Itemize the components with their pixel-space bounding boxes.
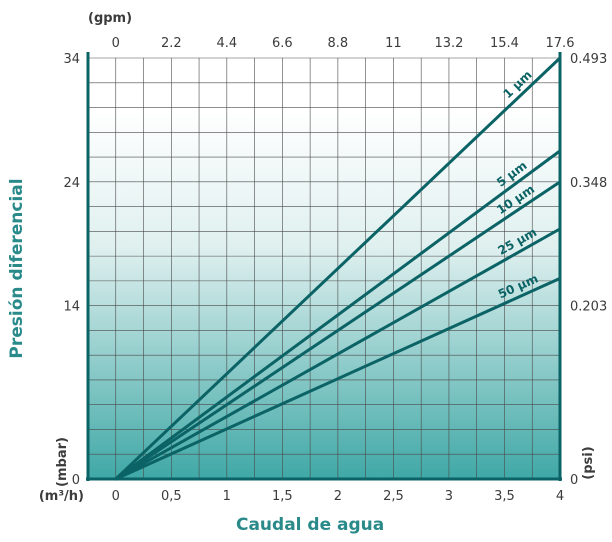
plot-background xyxy=(88,58,560,479)
y-tick-label: 14 xyxy=(63,300,80,315)
right-axis-unit: (psi) xyxy=(581,446,596,479)
series-line xyxy=(114,180,562,481)
top-tick-label: 13.2 xyxy=(434,36,463,51)
right-tick-label: 0.348 xyxy=(570,176,607,191)
series-line xyxy=(114,56,562,481)
right-tick-label: 0.493 xyxy=(570,52,607,67)
series-line xyxy=(114,227,562,481)
top-tick-label: 8.8 xyxy=(328,36,349,51)
x-tick-label: 0 xyxy=(112,489,120,504)
top-tick-label: 6.6 xyxy=(272,36,293,51)
y-tick-label: 34 xyxy=(63,52,80,67)
top-tick-label: 15.4 xyxy=(490,36,519,51)
top-axis-unit: (gpm) xyxy=(88,11,132,26)
x-tick-label: 3,5 xyxy=(494,489,515,504)
y-tick-label: 24 xyxy=(63,176,80,191)
x-tick-label: 2,5 xyxy=(383,489,404,504)
labels: 0 0,5 1 1,5 2 2,5 3 3,5 40 2.2 4.4 6.6 8.8 11 13.2 15.4… xyxy=(7,11,607,535)
top-tick-label: 17.6 xyxy=(546,36,575,51)
right-tick-label: 0.203 xyxy=(570,300,607,315)
right-tick-label: 0 xyxy=(570,473,578,488)
y-axis-unit: (mbar) xyxy=(55,437,70,487)
x-tick-label: 4 xyxy=(556,489,564,504)
top-tick-label: 4.4 xyxy=(216,36,237,51)
y-axis-title: Presión diferencial xyxy=(7,178,27,358)
x-axis-title: Caudal de agua xyxy=(236,515,384,535)
top-tick-label: 0 xyxy=(112,36,120,51)
series-line xyxy=(114,276,562,481)
series-line xyxy=(114,149,562,481)
x-tick-label: 3 xyxy=(445,489,453,504)
x-tick-label: 2 xyxy=(334,489,342,504)
axes xyxy=(86,52,562,481)
series-lines xyxy=(114,56,562,481)
top-tick-label: 11 xyxy=(385,36,402,51)
x-tick-label: 1 xyxy=(223,489,231,504)
top-tick-label: 2.2 xyxy=(161,36,182,51)
x-tick-label: 1,5 xyxy=(272,489,293,504)
y-tick-label: 0 xyxy=(72,473,80,488)
x-tick-label: 0,5 xyxy=(161,489,182,504)
x-axis-unit: (m³/h) xyxy=(39,489,84,504)
